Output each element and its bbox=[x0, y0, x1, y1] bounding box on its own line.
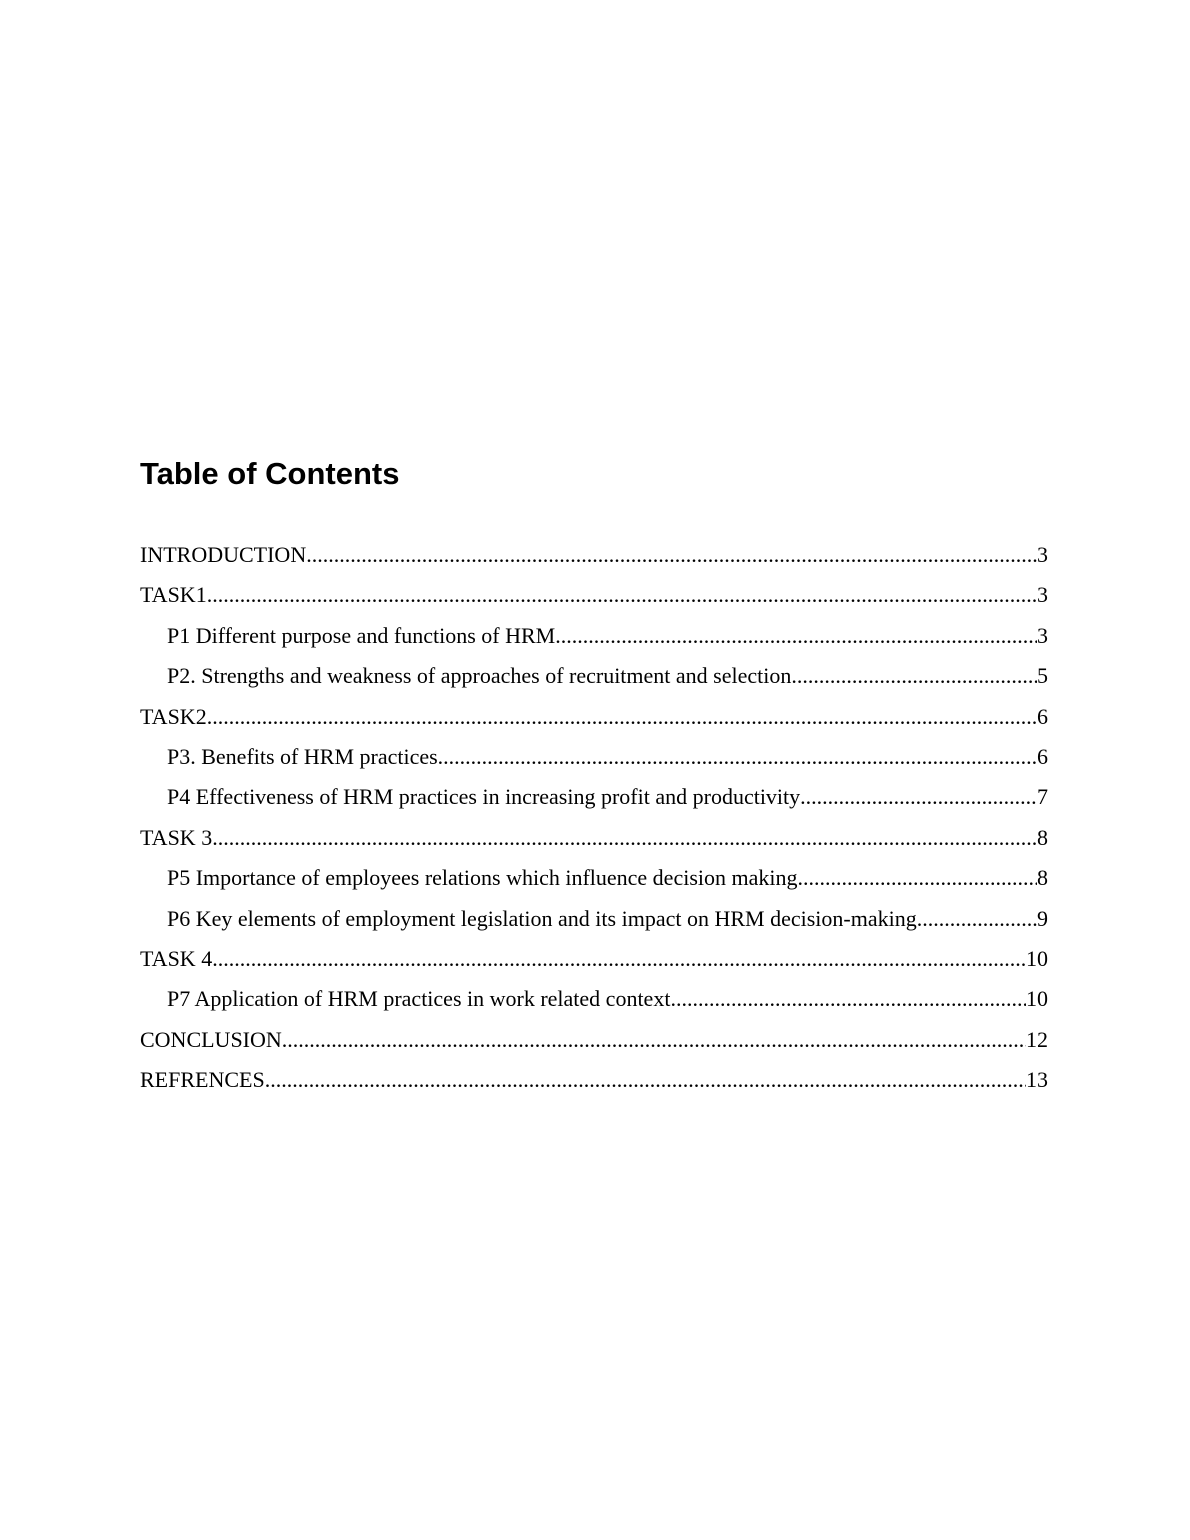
dot-leader bbox=[670, 979, 1026, 1019]
toc-entry[interactable]: TASK1 3 bbox=[140, 575, 1048, 615]
toc-entry-label: P4 Effectiveness of HRM practices in inc… bbox=[167, 784, 801, 810]
toc-entry-page: 5 bbox=[1037, 663, 1048, 689]
dot-leader bbox=[797, 858, 1037, 898]
toc-entry-page: 10 bbox=[1026, 945, 1048, 971]
toc-section: Table of Contents INTRODUCTION 3 TASK1 3 P1 … bbox=[140, 456, 1048, 1100]
toc-entry-label: REFRENCES bbox=[140, 1067, 265, 1093]
toc-entry[interactable]: P3. Benefits of HRM practices 6 bbox=[140, 737, 1048, 777]
toc-entry-page: 12 bbox=[1026, 1026, 1048, 1052]
toc-entry-page: 3 bbox=[1037, 582, 1048, 608]
toc-entry-label: P2. Strengths and weakness of approaches… bbox=[167, 663, 792, 689]
toc-entry-label: P3. Benefits of HRM practices bbox=[167, 743, 438, 769]
toc-entry[interactable]: P7 Application of HRM practices in work … bbox=[140, 979, 1048, 1019]
toc-entry-page: 10 bbox=[1026, 986, 1048, 1012]
dot-leader bbox=[791, 656, 1037, 696]
dot-leader bbox=[207, 575, 1037, 615]
page-title: Table of Contents bbox=[140, 456, 400, 491]
dot-leader bbox=[265, 1060, 1026, 1100]
toc-entry[interactable]: TASK2 6 bbox=[140, 697, 1048, 737]
toc-entry[interactable]: P5 Importance of employees relations whi… bbox=[140, 858, 1048, 898]
toc-entry-label: TASK2 bbox=[140, 703, 207, 729]
toc-entry[interactable]: P2. Strengths and weakness of approaches… bbox=[140, 656, 1048, 696]
dot-leader bbox=[800, 777, 1037, 817]
toc-entry[interactable]: TASK 4 10 bbox=[140, 939, 1048, 979]
toc-entry-page: 13 bbox=[1026, 1067, 1048, 1093]
toc-entry-page: 6 bbox=[1037, 743, 1048, 769]
toc-entry-label: P6 Key elements of employment legislatio… bbox=[167, 905, 917, 931]
toc-entry-label: INTRODUCTION bbox=[140, 542, 307, 567]
toc-entry[interactable]: INTRODUCTION 3 bbox=[140, 535, 1048, 575]
toc-entry-label: P7 Application of HRM practices in work … bbox=[167, 986, 671, 1012]
toc-entry[interactable]: CONCLUSION 12 bbox=[140, 1020, 1048, 1060]
toc-entry-label: CONCLUSION bbox=[140, 1026, 282, 1052]
toc-list: INTRODUCTION 3 TASK1 3 P1 Different purpose … bbox=[140, 535, 1048, 1100]
toc-entry-label: TASK 4 bbox=[140, 945, 213, 971]
dot-leader bbox=[212, 939, 1026, 979]
toc-entry-page: 8 bbox=[1037, 824, 1048, 850]
dot-leader bbox=[555, 616, 1037, 656]
toc-entry-label: TASK 3 bbox=[140, 824, 213, 850]
toc-entry[interactable]: P1 Different purpose and functions of HR… bbox=[140, 616, 1048, 656]
dot-leader bbox=[207, 697, 1037, 737]
toc-entry-label: P1 Different purpose and functions of HR… bbox=[167, 622, 556, 648]
dot-leader bbox=[212, 818, 1037, 858]
toc-entry-page: 8 bbox=[1037, 865, 1048, 891]
dot-leader bbox=[282, 1020, 1026, 1060]
toc-entry[interactable]: TASK 3 8 bbox=[140, 818, 1048, 858]
toc-entry[interactable]: P6 Key elements of employment legislatio… bbox=[140, 899, 1048, 939]
toc-entry-label: P5 Importance of employees relations whi… bbox=[167, 865, 798, 891]
toc-entry[interactable]: REFRENCES 13 bbox=[140, 1060, 1048, 1100]
dot-leader bbox=[306, 535, 1037, 575]
toc-entry-page: 6 bbox=[1037, 703, 1048, 729]
dot-leader bbox=[438, 737, 1037, 777]
dot-leader bbox=[917, 899, 1037, 939]
toc-entry-label: TASK1 bbox=[140, 582, 207, 608]
toc-entry-page: 3 bbox=[1037, 622, 1048, 648]
toc-entry-page: 7 bbox=[1037, 784, 1048, 810]
toc-entry-page: 3 bbox=[1037, 542, 1048, 567]
toc-entry-page: 9 bbox=[1037, 905, 1048, 931]
toc-entry[interactable]: P4 Effectiveness of HRM practices in inc… bbox=[140, 777, 1048, 817]
